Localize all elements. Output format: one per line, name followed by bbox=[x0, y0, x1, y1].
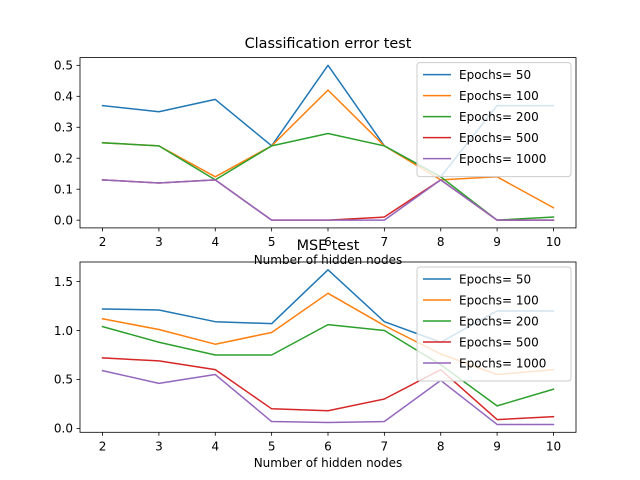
chart-title: MSE test bbox=[297, 238, 360, 254]
y-tick-label: 1.5 bbox=[54, 275, 73, 289]
x-tick-label: 8 bbox=[437, 235, 445, 249]
legend-label: Epochs= 100 bbox=[459, 89, 539, 103]
x-tick-label: 2 bbox=[99, 235, 107, 249]
x-tick-label: 2 bbox=[99, 439, 107, 453]
legend: Epochs= 50 Epochs= 100 Epochs= 200 Epochs= … bbox=[416, 266, 572, 382]
x-tick-label: 10 bbox=[546, 235, 561, 249]
x-tick-label: 6 bbox=[324, 439, 332, 453]
y-tick-label: 0.0 bbox=[54, 213, 73, 227]
y-tick-label: 0.0 bbox=[54, 422, 73, 436]
y-tick-label: 0.5 bbox=[54, 59, 73, 73]
y-tick-label: 0.3 bbox=[54, 121, 73, 135]
legend-box bbox=[416, 62, 572, 178]
y-tick-label: 0.5 bbox=[54, 373, 73, 387]
series-line-3 bbox=[101, 323, 555, 407]
x-axis-label: Number of hidden nodes bbox=[254, 253, 403, 267]
legend-label: Epochs= 100 bbox=[459, 293, 539, 307]
x-tick-label: 5 bbox=[268, 235, 276, 249]
legend-label: Epochs= 200 bbox=[459, 110, 539, 124]
y-tick-label: 0.2 bbox=[54, 152, 73, 166]
y-tick-label: 0.1 bbox=[54, 182, 73, 196]
legend-label: Epochs= 50 bbox=[459, 68, 531, 82]
x-axis-label: Number of hidden nodes bbox=[254, 456, 403, 470]
chart-title: Classification error test bbox=[245, 36, 412, 52]
series-line-5 bbox=[101, 369, 555, 426]
series-line-2 bbox=[101, 89, 555, 209]
y-tick-label: 1.0 bbox=[54, 324, 73, 338]
legend-label: Epochs= 500 bbox=[459, 335, 539, 349]
series-line-5 bbox=[101, 179, 555, 221]
series-line-4 bbox=[101, 357, 555, 421]
classification-error-chart: Classification error test 2 3 4 5 6 7 8 9 10 0.0 0… bbox=[54, 36, 577, 267]
legend-label: Epochs= 200 bbox=[459, 314, 539, 328]
legend: Epochs= 50 Epochs= 100 Epochs= 200 Epochs= … bbox=[416, 62, 572, 178]
x-tick-label: 7 bbox=[381, 235, 389, 249]
series-line-3 bbox=[101, 132, 555, 221]
y-tick-label: 0.4 bbox=[54, 90, 73, 104]
legend-label: Epochs= 1000 bbox=[459, 152, 546, 166]
plot-area: 2 3 4 5 6 7 8 9 100.00.51.01.5 Epochs= 50Epochs= … bbox=[54, 261, 577, 453]
legend-label: Epochs= 500 bbox=[459, 131, 539, 145]
mse-chart: 2 3 4 5 6 7 8 9 100.00.51.01.5 Epochs= 50Epochs= … bbox=[54, 238, 577, 470]
legend-label: Epochs= 50 bbox=[459, 272, 531, 286]
x-tick-label: 4 bbox=[211, 439, 219, 453]
x-tick-label: 8 bbox=[437, 439, 445, 453]
x-tick-label: 9 bbox=[493, 235, 501, 249]
x-tick-label: 5 bbox=[268, 439, 276, 453]
x-tick-label: 3 bbox=[155, 439, 163, 453]
x-tick-label: 7 bbox=[381, 439, 389, 453]
x-tick-label: 6 bbox=[324, 235, 332, 249]
legend-box bbox=[416, 266, 572, 382]
legend-label: Epochs= 1000 bbox=[459, 356, 546, 370]
x-tick-label: 3 bbox=[155, 235, 163, 249]
x-tick-label: 10 bbox=[546, 439, 561, 453]
x-tick-label: 9 bbox=[493, 439, 501, 453]
x-tick-label: 4 bbox=[211, 235, 219, 249]
